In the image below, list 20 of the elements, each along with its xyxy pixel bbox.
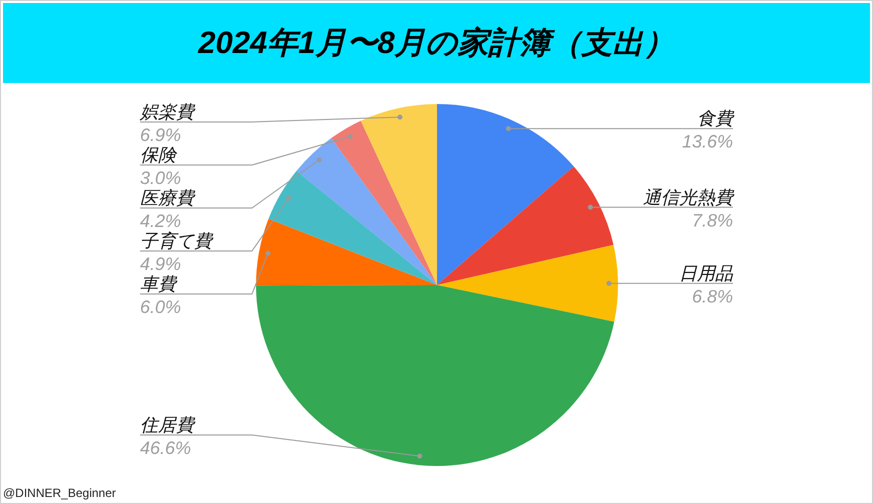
slice-label: 住居費 [140, 415, 196, 435]
slice-label: 医療費 [140, 188, 196, 208]
data-label: 13.6% [682, 132, 733, 152]
slice-label: 日用品 [679, 263, 734, 284]
slice-label: 保険 [140, 145, 178, 165]
data-label: 4.9% [140, 254, 182, 274]
data-label: 7.8% [692, 210, 733, 230]
data-label: 6.0% [140, 297, 182, 317]
data-label: 3.0% [140, 168, 182, 188]
data-label: 4.2% [140, 211, 182, 231]
data-label: 6.8% [692, 286, 733, 306]
slice-label: 娯楽費 [139, 102, 196, 122]
slice-label: 車費 [140, 274, 178, 294]
slice-label: 食費 [697, 108, 735, 129]
slice-label: 通信光熱費 [643, 187, 735, 208]
text: @DINNER_Beginner [3, 486, 116, 500]
data-label: 6.9% [140, 125, 182, 145]
data-label: 46.6% [140, 438, 192, 458]
chart-title: 2024年1月〜8月の家計簿（支出） [198, 24, 675, 62]
slice-label: 子育て費 [140, 231, 214, 251]
